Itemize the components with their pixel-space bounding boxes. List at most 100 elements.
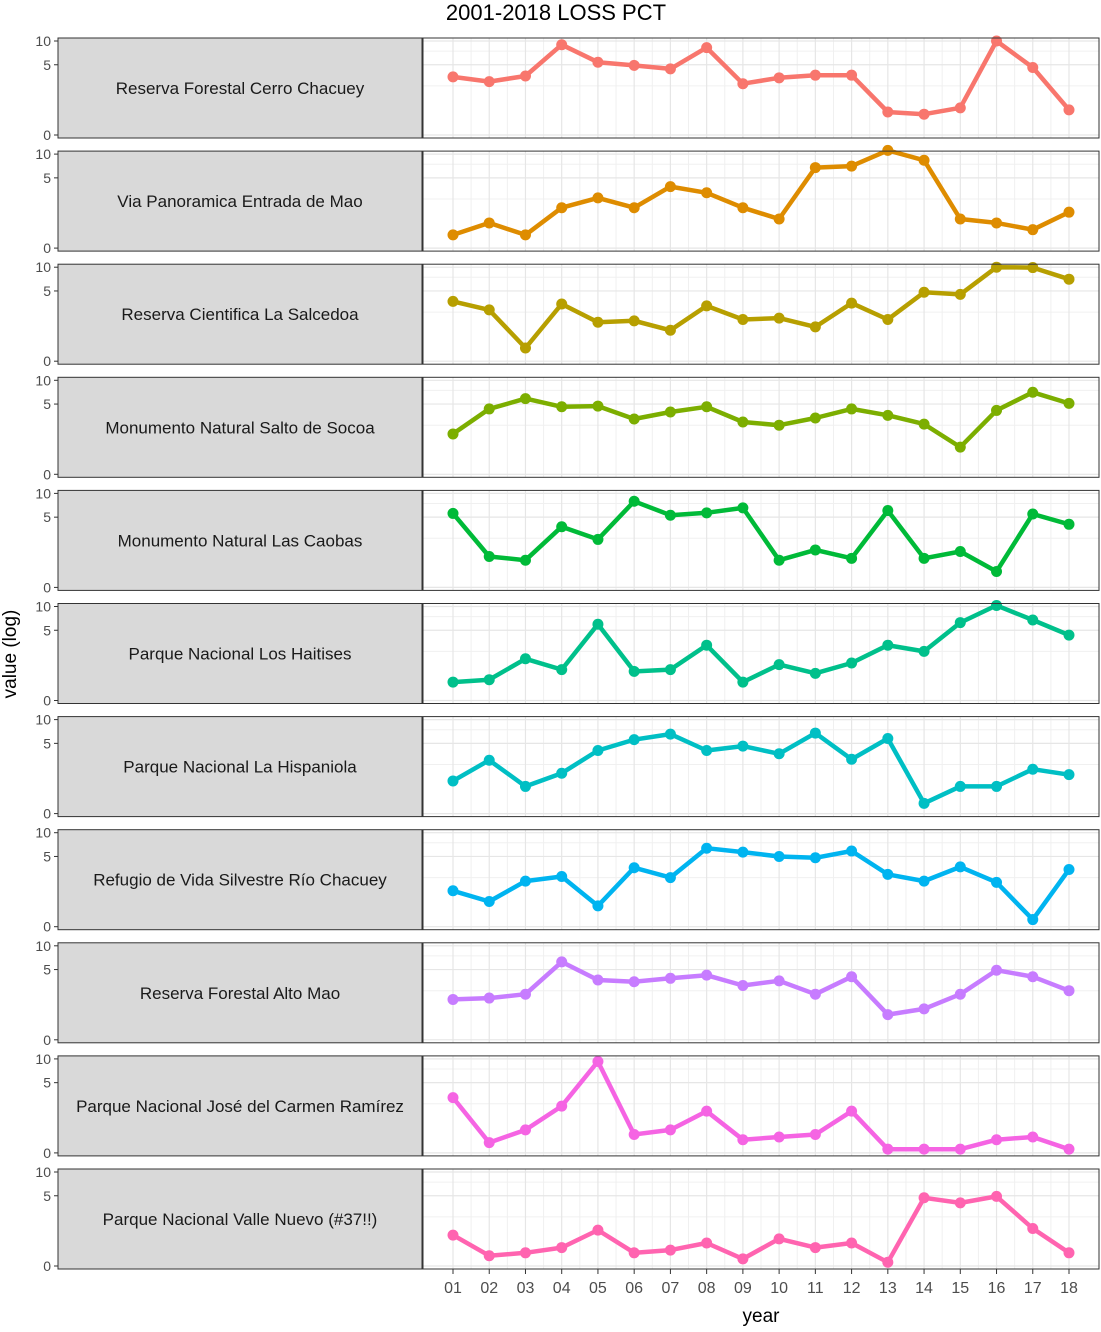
data-point [447, 1092, 459, 1104]
data-point [628, 1247, 640, 1259]
data-point [918, 645, 930, 657]
data-point [954, 1143, 966, 1155]
data-point [809, 162, 821, 174]
facet-panel: Parque Nacional Valle Nuevo (#37!!) 0 5 10 [35, 1164, 1100, 1274]
y-tick-label: 5 [43, 283, 51, 299]
data-point [483, 754, 495, 766]
data-point [664, 1124, 676, 1136]
data-point [664, 872, 676, 884]
x-tick-label: 17 [1024, 1280, 1042, 1297]
series-line [450, 845, 1072, 922]
data-point [1027, 763, 1039, 775]
data-point [882, 106, 894, 118]
data-point [447, 885, 459, 897]
facet-strip [57, 603, 423, 704]
data-point [701, 969, 713, 981]
data-point [628, 315, 640, 327]
data-point [447, 1229, 459, 1241]
x-tick-label: 09 [734, 1280, 752, 1297]
data-point [483, 403, 495, 415]
x-axis-label: year [743, 1306, 781, 1327]
data-point [773, 1233, 785, 1245]
y-tick-label: 10 [35, 825, 51, 841]
series-line [450, 1194, 1072, 1265]
data-point [628, 59, 640, 71]
data-point [846, 160, 858, 172]
x-tick-label: 02 [480, 1280, 498, 1297]
data-point [1027, 224, 1039, 236]
data-point [701, 639, 713, 651]
panel-border [422, 263, 1100, 365]
data-point [882, 868, 894, 880]
y-tick-label: 0 [43, 579, 51, 595]
data-point [991, 217, 1003, 229]
data-point [991, 261, 1003, 273]
data-point [1027, 614, 1039, 626]
y-tick-label: 10 [35, 938, 51, 954]
data-point [954, 288, 966, 300]
facet-panel: Monumento Natural Salto de Socoa 0 5 10 [35, 372, 1100, 482]
data-point [592, 533, 604, 545]
data-point [556, 521, 568, 533]
data-point [447, 993, 459, 1005]
data-point [773, 213, 785, 225]
data-point [447, 428, 459, 440]
x-tick-label: 10 [770, 1280, 788, 1297]
data-point [991, 404, 1003, 416]
data-point [556, 401, 568, 413]
panel-border [422, 489, 1100, 591]
facet-panel: Monumento Natural Las Caobas 0 5 10 [35, 485, 1100, 595]
panel-border [422, 942, 1100, 1044]
data-point [991, 780, 1003, 792]
data-point [628, 665, 640, 677]
data-point [737, 1134, 749, 1146]
facet-panel: Parque Nacional Los Haitises 0 5 10 [35, 599, 1100, 709]
x-tick-label: 03 [517, 1280, 535, 1297]
data-point [1063, 397, 1075, 409]
data-point [701, 401, 713, 413]
data-point [918, 108, 930, 120]
data-point [1063, 104, 1075, 116]
data-point [918, 1143, 930, 1155]
y-tick-label: 0 [43, 127, 51, 143]
data-point [1063, 206, 1075, 218]
data-point [1027, 508, 1039, 520]
y-tick-label: 5 [43, 962, 51, 978]
data-point [809, 667, 821, 679]
data-point [809, 412, 821, 424]
data-point [737, 740, 749, 752]
data-point [1027, 1223, 1039, 1235]
y-tick-label: 10 [35, 1051, 51, 1067]
data-point [664, 972, 676, 984]
data-point [628, 202, 640, 214]
facet-panel: Via Panoramica Entrada de Mao 0 5 10 [35, 144, 1100, 256]
data-point [556, 1100, 568, 1112]
data-point [737, 78, 749, 90]
data-point [773, 748, 785, 760]
y-tick-label: 10 [35, 259, 51, 275]
data-point [592, 618, 604, 630]
facet-panel: Reserva Cientifica La Salcedoa 0 5 10 [35, 259, 1100, 369]
data-point [483, 304, 495, 316]
data-point [701, 42, 713, 54]
data-point [701, 745, 713, 757]
y-tick-label: 5 [43, 1075, 51, 1091]
y-axis-label: value (log) [0, 610, 21, 699]
facet-strip-label: Monumento Natural Salto de Socoa [105, 418, 375, 437]
facet-panel: Parque Nacional José del Carmen Ramírez 0… [35, 1051, 1100, 1161]
data-point [954, 988, 966, 1000]
series-line [450, 264, 1072, 351]
series-line [450, 390, 1072, 450]
y-tick-label: 10 [35, 712, 51, 728]
x-tick-label: 13 [879, 1280, 897, 1297]
facet-strip [57, 1055, 423, 1157]
data-point [773, 850, 785, 862]
data-point [846, 971, 858, 983]
data-point [701, 842, 713, 854]
y-tick-label: 10 [35, 33, 51, 49]
data-point [483, 550, 495, 562]
y-tick-label: 0 [43, 353, 51, 369]
data-point [483, 896, 495, 908]
facet-strip [57, 263, 423, 365]
chart-title: 2001-2018 LOSS PCT [446, 0, 666, 25]
